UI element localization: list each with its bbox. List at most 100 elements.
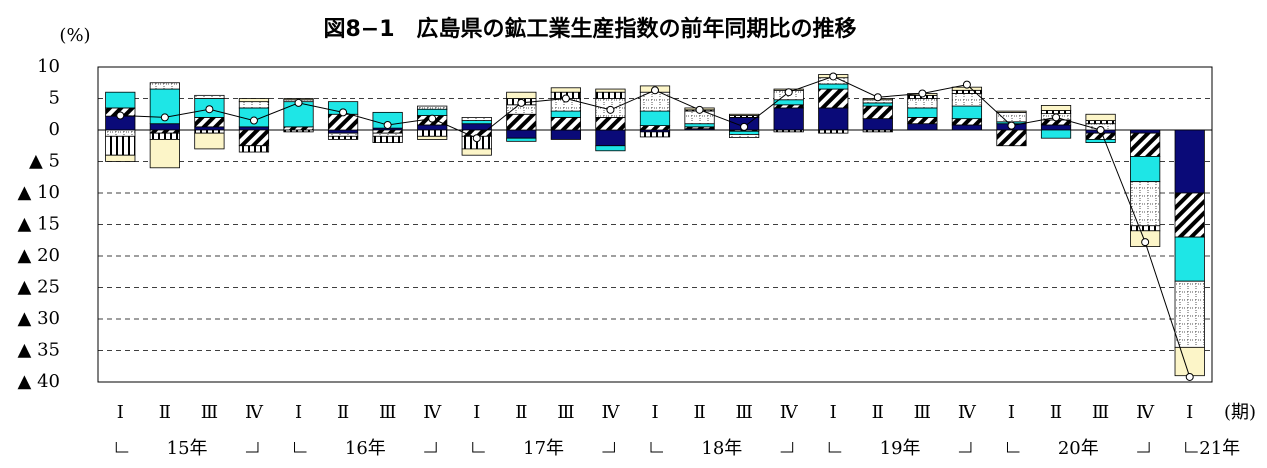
line-point — [695, 105, 704, 114]
x-tick-label: Ⅱ — [515, 402, 527, 423]
line-point — [829, 72, 838, 81]
bar-segment — [773, 107, 804, 131]
bar-segment — [1130, 129, 1161, 134]
bar-segment — [1174, 236, 1205, 282]
bar-segment — [951, 105, 983, 120]
bar-segment — [506, 137, 537, 142]
x-tick-label: Ⅳ — [245, 402, 264, 423]
bracket — [1137, 442, 1150, 453]
bar-segment — [1130, 225, 1161, 232]
line-point — [561, 94, 570, 103]
line-point — [116, 111, 125, 120]
bar-segment — [149, 129, 180, 134]
bar-segment — [639, 125, 671, 131]
bar-segment — [149, 132, 180, 140]
bar-segment — [818, 83, 849, 90]
x-tick-label: Ⅰ — [295, 402, 302, 423]
bar-segment — [951, 89, 983, 94]
bar-segment — [238, 98, 270, 103]
x-tick-label: Ⅲ — [735, 402, 752, 423]
bar-segment — [1040, 124, 1072, 131]
bar-segment — [773, 104, 804, 109]
bar-segment — [550, 87, 581, 93]
x-tick-label: Ⅰ — [117, 402, 124, 423]
y-tick-label: ▲ 5 — [29, 151, 60, 172]
bar-segment — [506, 129, 537, 139]
line-point — [339, 108, 348, 117]
chart-title: 図8−1 広島県の鉱工業生産指数の前年同期比の推移 — [323, 16, 856, 42]
bar-segment — [818, 88, 849, 109]
bracket — [1006, 442, 1020, 453]
bar-segment — [595, 145, 626, 152]
x-tick-label: Ⅲ — [1092, 402, 1109, 423]
bar-segment — [1130, 181, 1161, 227]
line-point — [1052, 113, 1061, 122]
bar-segment — [951, 118, 983, 126]
year-label: 15年 — [167, 438, 208, 459]
bar-segment — [907, 117, 938, 125]
bar-segment — [1040, 110, 1072, 115]
bar-segment — [461, 120, 492, 125]
line-point — [294, 98, 303, 107]
y-tick-label: ▲ 35 — [18, 340, 60, 361]
x-tick-label: Ⅱ — [337, 402, 349, 423]
bar-segment — [773, 129, 804, 133]
bar-segment — [729, 113, 760, 116]
line-point — [1141, 238, 1150, 247]
bar-segment — [907, 123, 938, 131]
x-tick-label: Ⅳ — [958, 402, 977, 423]
bar-segment — [550, 110, 581, 118]
y-tick-label: ▲ 25 — [18, 277, 60, 298]
bar-segment — [595, 117, 626, 131]
bracket — [958, 442, 972, 453]
bar-segment — [550, 117, 581, 131]
bar-segment — [862, 129, 893, 133]
x-tick-label: Ⅳ — [423, 402, 442, 423]
bar-segment — [238, 129, 270, 147]
bar-segment — [550, 129, 581, 140]
bar-segment — [1130, 132, 1161, 157]
bar-segment — [327, 129, 359, 134]
bar-segment — [862, 105, 893, 120]
x-tick-label: Ⅰ — [1008, 402, 1015, 423]
line-point — [517, 98, 526, 107]
bar-segment — [1130, 156, 1161, 183]
line-point — [1185, 372, 1194, 381]
bar-segment — [595, 88, 626, 93]
y-tick-label: ▲ 10 — [18, 182, 60, 203]
bar-segment — [951, 93, 983, 107]
bar-segment — [194, 126, 225, 131]
bar-segment — [194, 94, 225, 99]
line-point — [383, 120, 392, 129]
bracket — [602, 442, 615, 453]
bar-segment — [283, 129, 314, 133]
bracket — [424, 442, 437, 453]
bar-segment — [506, 113, 537, 131]
line-point — [873, 93, 882, 102]
line-point — [651, 86, 659, 95]
y-tick-label: 10 — [37, 56, 60, 77]
y-tick-label: ▲ 30 — [18, 308, 60, 329]
bar-segment — [639, 110, 671, 126]
line-point — [1007, 121, 1016, 130]
bar-segment — [907, 98, 938, 109]
x-tick-label: Ⅱ — [693, 402, 705, 423]
bar-segment — [417, 108, 448, 116]
bar-segment — [907, 107, 938, 118]
bar-segment — [327, 132, 359, 137]
bar-segment — [372, 132, 403, 137]
x-tick-label: Ⅰ — [651, 402, 658, 423]
bar-segment — [372, 135, 403, 144]
year-label: 17年 — [523, 438, 564, 459]
bracket — [828, 442, 842, 453]
bar-segment — [1085, 120, 1116, 125]
line-point — [205, 105, 214, 114]
bar-segment — [862, 102, 893, 107]
bar-segment — [238, 126, 270, 131]
bar-segment — [996, 129, 1027, 147]
x-tick-label: Ⅳ — [780, 402, 799, 423]
year-label: 20年 — [1058, 438, 1099, 459]
bar-segment — [1174, 129, 1205, 194]
y-tick-label: 5 — [49, 88, 60, 109]
